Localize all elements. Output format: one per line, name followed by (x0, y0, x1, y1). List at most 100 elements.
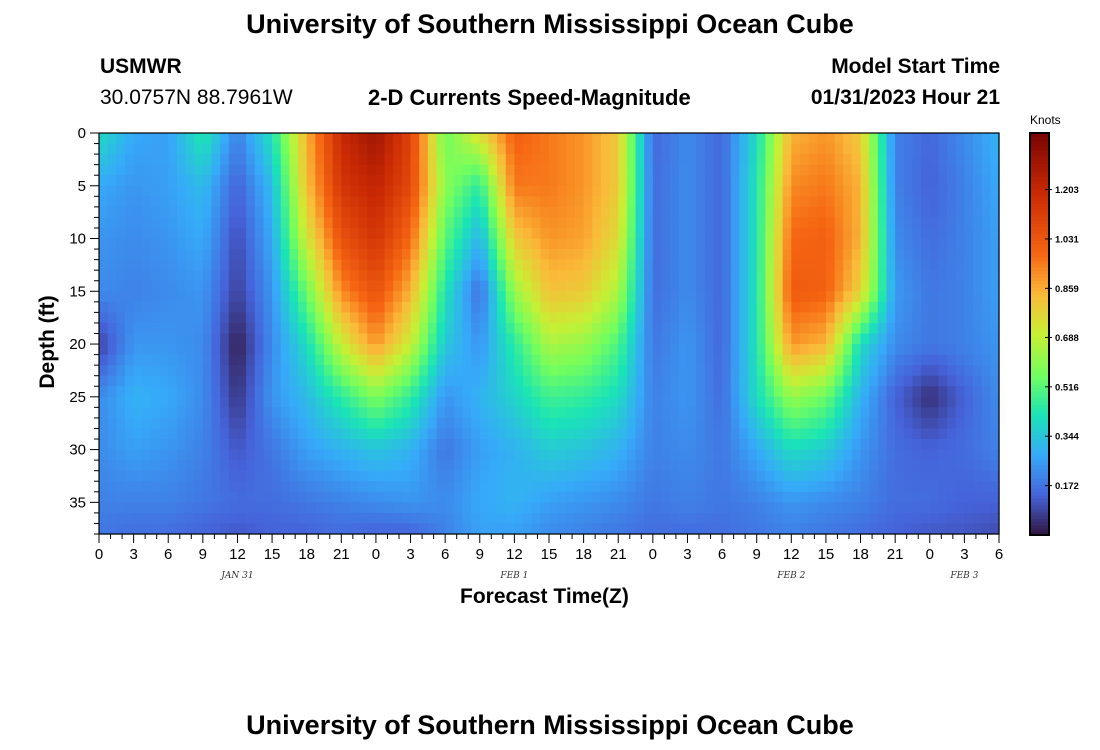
heatmap-cell (211, 333, 221, 345)
heatmap-cell (929, 143, 940, 155)
heatmap-cell (843, 375, 853, 387)
heatmap-cell (349, 143, 360, 155)
heatmap-cell (436, 417, 446, 430)
heatmap-cell (730, 460, 740, 472)
heatmap-cell (921, 375, 931, 387)
heatmap-cell (713, 396, 723, 408)
heatmap-cell (947, 512, 957, 525)
heatmap-cell (825, 417, 836, 430)
heatmap-cell (748, 344, 758, 356)
heatmap-cell (488, 396, 498, 408)
heatmap-cell (713, 470, 723, 482)
heatmap-cell (964, 291, 974, 303)
heatmap-cell (748, 470, 758, 482)
heatmap-cell (289, 502, 299, 514)
heatmap-cell (600, 322, 611, 335)
colorbar-segment (1030, 327, 1049, 332)
heatmap-cell (869, 333, 879, 345)
heatmap-cell (332, 333, 342, 345)
colorbar-segment (1030, 313, 1049, 318)
heatmap-cell (739, 175, 749, 187)
heatmap-cell (159, 291, 169, 303)
heatmap-cell (973, 227, 983, 240)
heatmap-cell (384, 344, 394, 356)
heatmap-cell (211, 133, 221, 145)
heatmap-cell (782, 481, 792, 493)
heatmap-cell (185, 238, 195, 250)
heatmap-cell (851, 291, 862, 303)
heatmap-cell (159, 196, 169, 208)
heatmap-cell (315, 280, 325, 292)
heatmap-cell (150, 301, 161, 313)
heatmap-cell (990, 312, 1000, 324)
heatmap-cell (228, 259, 239, 271)
heatmap-cell (566, 470, 576, 482)
heatmap-cell (687, 344, 697, 356)
heatmap-cell (756, 512, 766, 525)
heatmap-cell (142, 417, 152, 430)
heatmap-cell (237, 196, 247, 208)
heatmap-cell (107, 133, 117, 145)
heatmap-cell (955, 185, 965, 197)
heatmap-cell (497, 354, 507, 366)
heatmap-cell (341, 354, 351, 366)
heatmap-cell (315, 270, 325, 282)
heatmap-cell (843, 333, 853, 345)
heatmap-cell (626, 143, 637, 155)
heatmap-cell (860, 502, 870, 514)
heatmap-cell (592, 227, 602, 240)
heatmap-cell (531, 133, 541, 145)
heatmap-cell (168, 259, 178, 271)
heatmap-cell (410, 143, 420, 155)
heatmap-cell (687, 322, 697, 335)
heatmap-cell (116, 322, 126, 335)
heatmap-cell (246, 227, 256, 240)
heatmap-cell (168, 164, 178, 176)
heatmap-cell (150, 333, 161, 345)
heatmap-cell (955, 344, 965, 356)
heatmap-cell (964, 460, 974, 472)
heatmap-cell (877, 491, 888, 503)
heatmap-cell (185, 512, 195, 525)
heatmap-cell (194, 227, 204, 240)
heatmap-cell (272, 270, 282, 282)
heatmap-cell (349, 470, 360, 482)
heatmap-cell (133, 206, 143, 219)
heatmap-cell (159, 217, 169, 229)
heatmap-cell (107, 175, 117, 187)
heatmap-cell (817, 396, 827, 408)
heatmap-cell (540, 481, 550, 493)
heatmap-cell (427, 439, 438, 451)
heatmap-cell (574, 217, 585, 229)
heatmap-cell (419, 481, 429, 493)
heatmap-cell (99, 249, 109, 261)
x-tick-label: 0 (649, 546, 657, 563)
heatmap-cell (600, 217, 611, 229)
heatmap-cell (306, 227, 316, 240)
heatmap-cell (730, 238, 740, 250)
heatmap-cell (981, 154, 991, 166)
heatmap-cell (531, 460, 541, 472)
heatmap-cell (851, 333, 862, 345)
heatmap-cell (185, 333, 195, 345)
heatmap-cell (393, 249, 403, 261)
heatmap-cell (618, 428, 628, 440)
heatmap-cell (159, 143, 169, 155)
heatmap-cell (618, 270, 628, 282)
heatmap-cell (886, 196, 896, 208)
heatmap-cell (938, 375, 948, 387)
heatmap-cell (531, 365, 541, 377)
heatmap-cell (618, 185, 628, 197)
heatmap-cell (280, 386, 290, 398)
heatmap-cell (549, 428, 559, 440)
heatmap-cell (401, 428, 412, 440)
heatmap-cell (367, 143, 377, 155)
heatmap-cell (774, 185, 784, 197)
heatmap-cell (869, 133, 879, 145)
heatmap-cell (159, 333, 169, 345)
heatmap-cell (557, 249, 567, 261)
heatmap-cell (211, 227, 221, 240)
heatmap-cell (722, 417, 732, 430)
heatmap-cell (886, 322, 896, 335)
heatmap-cell (912, 249, 922, 261)
